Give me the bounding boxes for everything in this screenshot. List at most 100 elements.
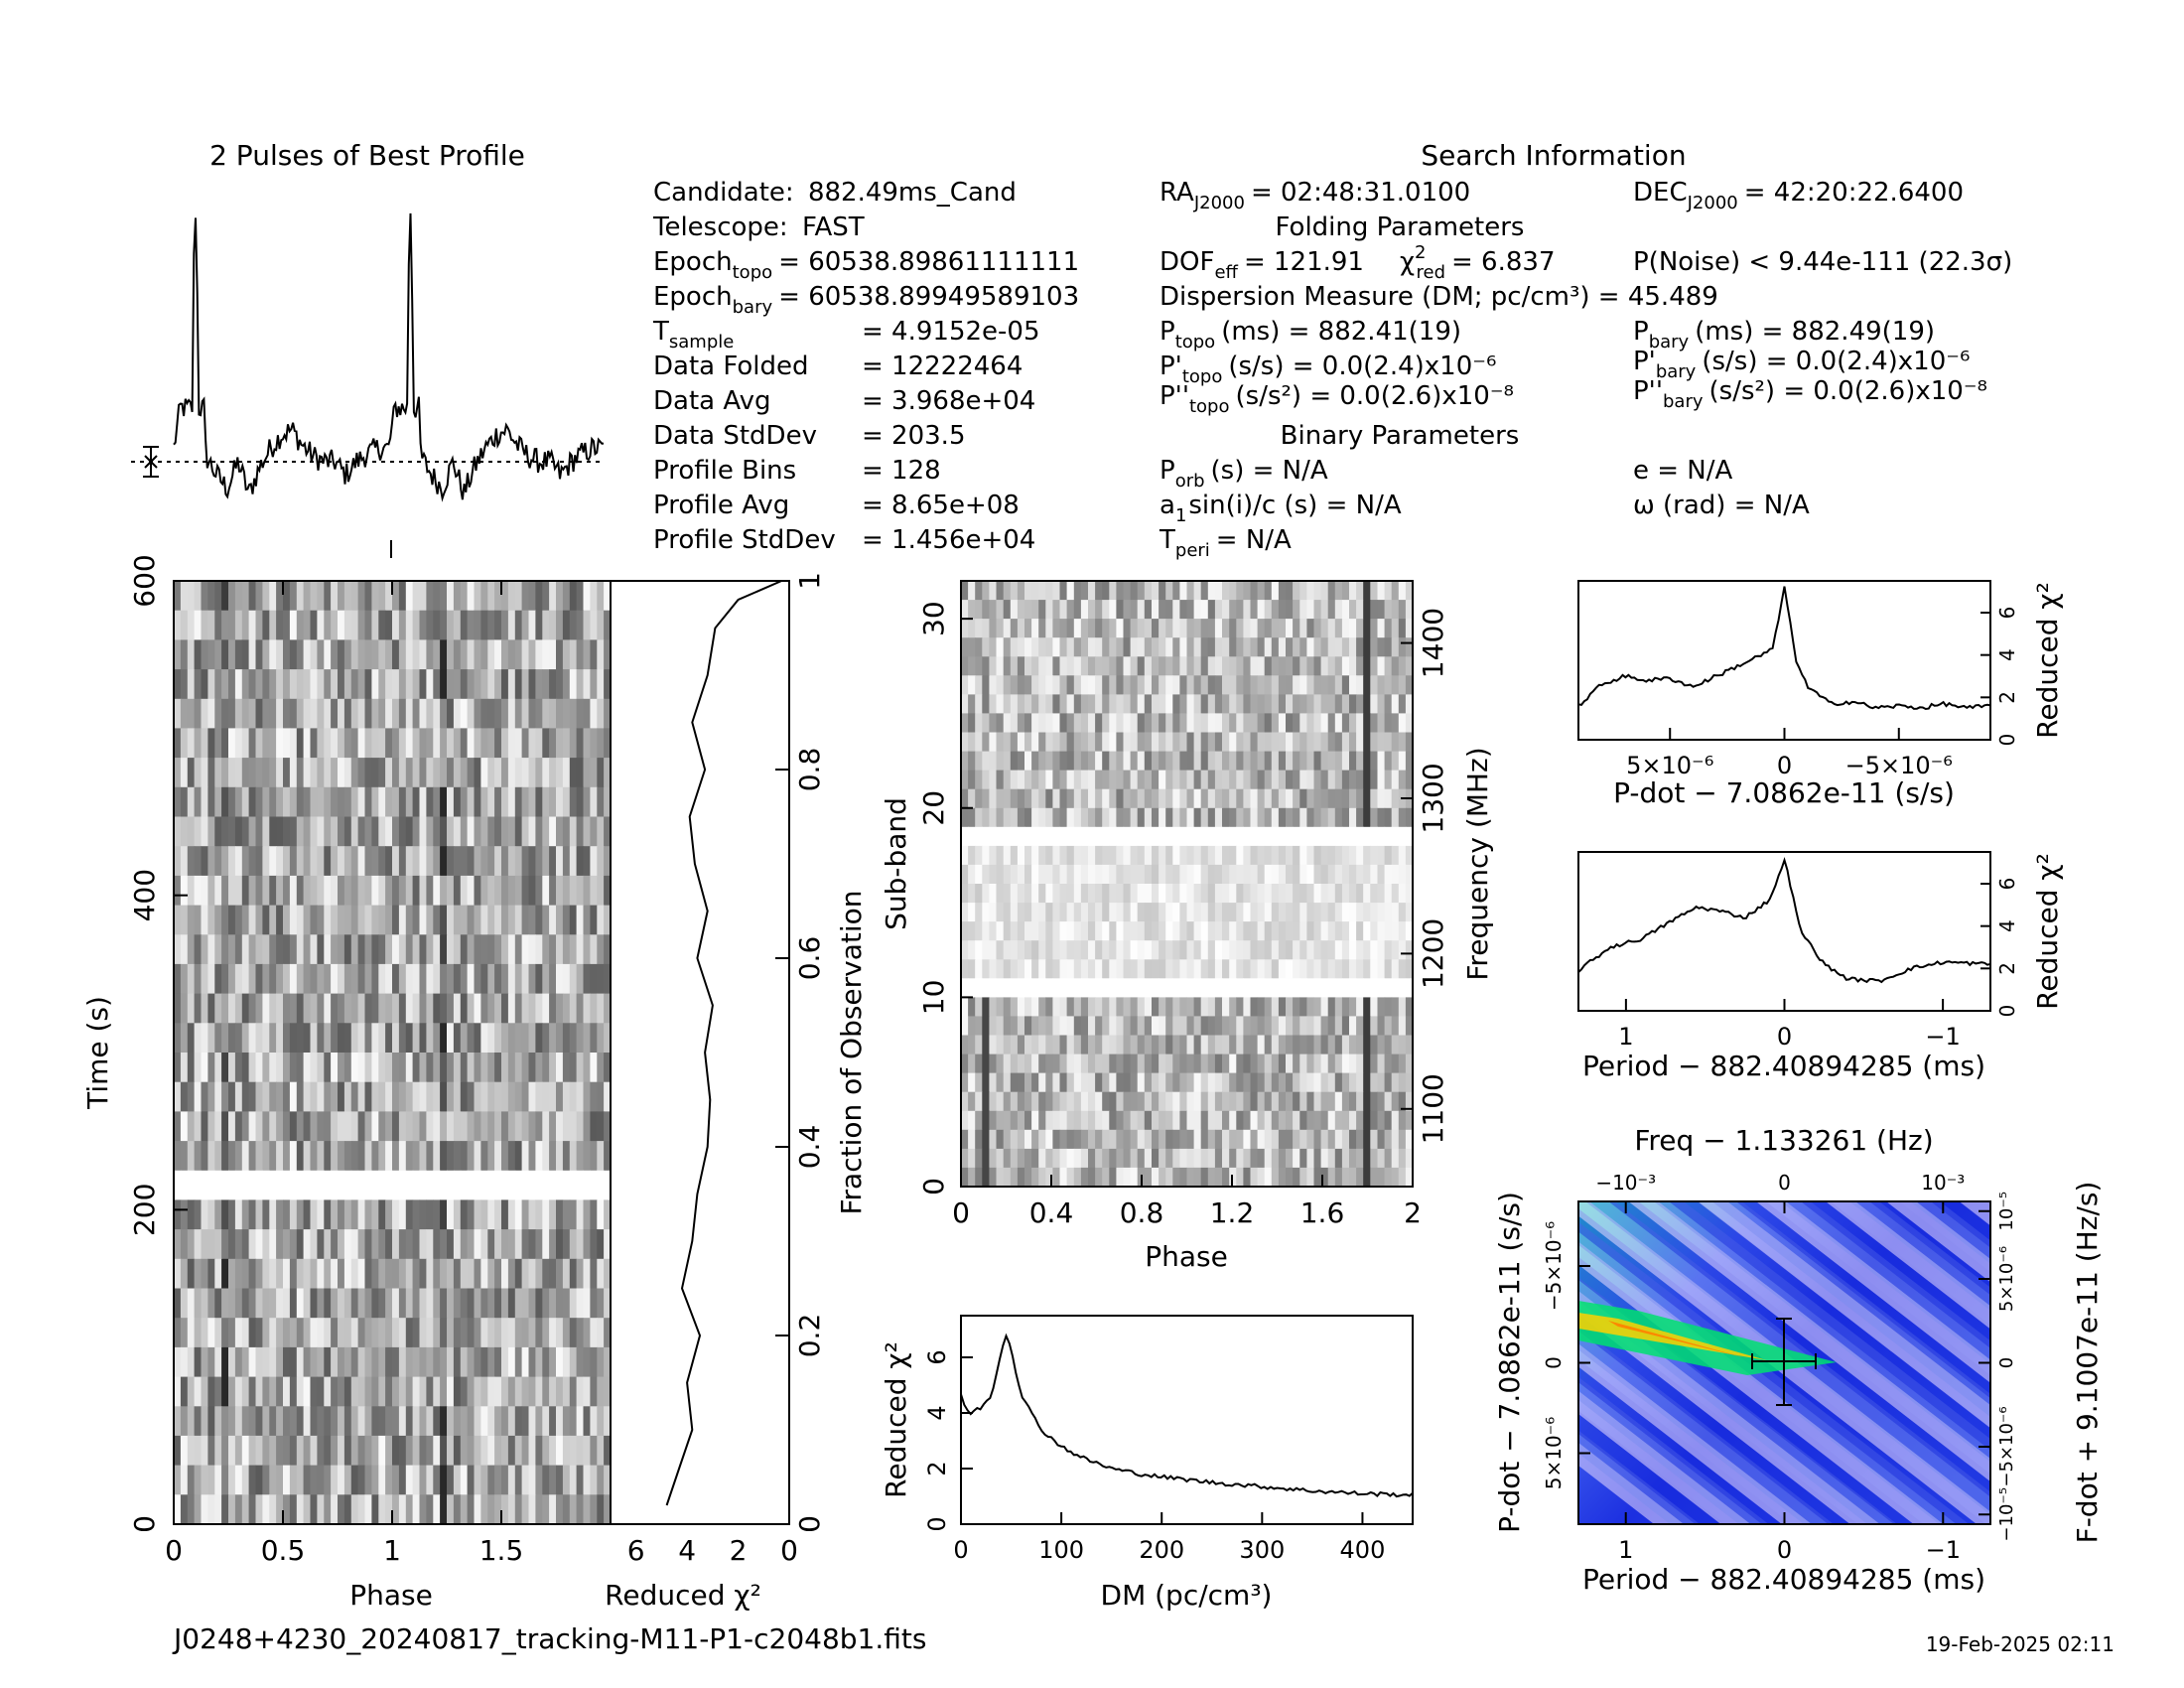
subband-cell [1320, 1091, 1329, 1112]
time-phase-cell [494, 1023, 502, 1054]
time-phase-cell [528, 846, 536, 877]
time-phase-cell [174, 639, 182, 670]
time-phase-cell [214, 993, 222, 1024]
subband-cell [1320, 694, 1329, 715]
time-phase-cell [398, 1081, 407, 1112]
subband-cell [1073, 903, 1082, 922]
subband-cell [1306, 1129, 1315, 1150]
subband-cell [1088, 694, 1096, 715]
subband-cell [1137, 826, 1146, 847]
time-phase-cell [180, 1023, 189, 1054]
subband-cell [1073, 1072, 1082, 1093]
subband-cell [1313, 1035, 1322, 1055]
subband-cell [1066, 1148, 1075, 1169]
subband-cell [975, 694, 983, 715]
time-phase-cell [542, 669, 550, 700]
subband-cell [982, 656, 990, 676]
time-phase-cell [214, 846, 222, 877]
time-phase-cell [569, 1465, 578, 1495]
time-phase-cell [350, 1199, 359, 1230]
time-phase-cell [338, 1288, 345, 1319]
time-phase-cell [289, 816, 298, 847]
time-phase-cell [535, 1288, 543, 1319]
subband-cell [1370, 959, 1378, 979]
time-phase-cell [419, 639, 427, 670]
subband-cell [1306, 788, 1315, 809]
time-phase-cell [514, 1141, 523, 1172]
time-phase-cell [487, 816, 495, 847]
info-profile-bins: Profile Bins [653, 456, 796, 486]
time-phase-cell [283, 993, 291, 1024]
subband-cell [1102, 619, 1110, 638]
subband-cell [1236, 713, 1244, 734]
subband-cell [1045, 581, 1053, 601]
pp-xtick-label: 0 [1777, 1536, 1792, 1564]
time-phase-cell [569, 1318, 578, 1348]
time-phase-cell [405, 1199, 414, 1230]
time-phase-cell [221, 581, 229, 612]
time-phase-cell [433, 1081, 441, 1112]
subband-cell [1165, 845, 1173, 866]
subband-cell [1278, 1148, 1287, 1169]
time-phase-cell [604, 1288, 612, 1319]
subband-cell [1313, 1148, 1322, 1169]
time-phase-cell [338, 1229, 345, 1260]
time-phase-cell [556, 993, 564, 1024]
time-phase-cell [207, 581, 215, 612]
subband-cell [1398, 770, 1407, 790]
subband-cell [1080, 713, 1089, 734]
time-phase-cell [542, 1053, 550, 1083]
info-dm: Dispersion Measure (DM; pc/cm³) = 45.489 [1160, 282, 1718, 312]
time-phase-cell [494, 1318, 502, 1348]
subband-cell [1010, 788, 1019, 809]
subband-cell [1271, 1110, 1280, 1131]
time-phase-cell [201, 816, 208, 847]
subband-cell [1123, 600, 1132, 620]
subband-cell [1398, 845, 1407, 866]
subband-cell [1144, 921, 1153, 941]
subband-cell [1038, 770, 1046, 790]
subband-cell [1327, 788, 1336, 809]
info-candidate: Candidate: 882.49ms_Cand [653, 178, 1017, 208]
time-phase-cell [180, 1288, 189, 1319]
subband-cell [1391, 1167, 1400, 1188]
time-phase-cell [549, 846, 557, 877]
subband-cell [1073, 845, 1082, 866]
time-phase-cell [453, 1229, 462, 1260]
time-phase-cell [289, 669, 298, 700]
time-phase-cell [398, 758, 407, 788]
time-phase-cell [338, 610, 345, 640]
time-phase-cell [255, 1465, 263, 1495]
time-phase-cell [194, 786, 203, 818]
time-phase-cell [528, 669, 536, 700]
time-phase-cell [187, 1081, 196, 1112]
time-phase-cell [385, 875, 393, 907]
subband-cell [996, 826, 1005, 847]
subband-cell [1306, 1035, 1315, 1055]
subband-cell [1137, 1110, 1146, 1131]
subband-cell [1327, 713, 1336, 734]
subband-cell [1031, 1072, 1039, 1093]
time-phase-cell [174, 905, 182, 935]
time-phase-cell [474, 1376, 481, 1407]
time-phase-cell [214, 1435, 222, 1467]
subband-cell [1073, 1035, 1082, 1055]
subband-cell [1186, 903, 1195, 922]
subband-cell [989, 903, 998, 922]
time-phase-cell [310, 698, 318, 730]
ridge-green [1578, 1301, 1837, 1375]
subband-cell [1293, 921, 1300, 941]
subband-cell [1286, 903, 1294, 922]
subband-cell [1207, 694, 1216, 715]
time-phase-cell [350, 1023, 359, 1054]
time-phase-cell [467, 1288, 476, 1319]
subband-cell [1165, 751, 1173, 772]
time-phase-cell [201, 1288, 208, 1319]
time-phase-cell [501, 993, 509, 1024]
time-phase-cell [453, 1170, 462, 1201]
subband-cell [1356, 921, 1364, 941]
subband-cell [982, 1016, 990, 1037]
subband-cell [1159, 807, 1166, 828]
time-phase-cell [549, 1111, 557, 1142]
subband-cell [1130, 675, 1139, 695]
